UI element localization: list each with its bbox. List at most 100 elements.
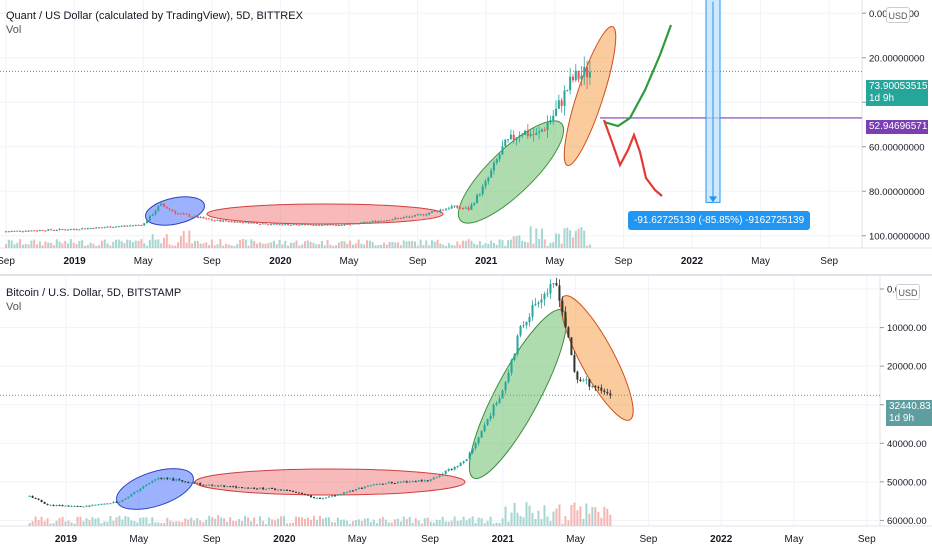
volume-bar bbox=[507, 521, 510, 526]
btc-symbol-title[interactable]: Bitcoin / U.S. Dollar, 5D, BITSTAMP bbox=[6, 287, 182, 299]
volume-bar bbox=[382, 242, 385, 248]
candle-body bbox=[256, 222, 259, 224]
candle-body bbox=[394, 217, 397, 220]
candle-body bbox=[381, 483, 384, 485]
candle-body bbox=[115, 226, 118, 228]
volume-bar bbox=[274, 520, 277, 526]
volume-bar bbox=[131, 242, 134, 248]
volume-bar bbox=[470, 240, 473, 248]
y-tick-label: 60000.00 bbox=[887, 516, 927, 527]
volume-bar bbox=[78, 241, 81, 248]
btc-chart-pane[interactable]: 60000.0050000.0040000.0030000.0020000.00… bbox=[0, 276, 932, 550]
volume-bar bbox=[570, 504, 573, 526]
candle-body bbox=[13, 230, 16, 232]
volume-bar bbox=[81, 240, 84, 248]
volume-bar bbox=[236, 243, 239, 248]
candle-body bbox=[127, 496, 130, 499]
volume-bar bbox=[606, 508, 609, 526]
volume-bar bbox=[540, 519, 543, 526]
volume-bar bbox=[528, 505, 531, 526]
candle-body bbox=[267, 224, 270, 226]
btc-currency-button[interactable]: USD bbox=[896, 284, 920, 300]
volume-bar bbox=[208, 245, 211, 248]
candle-body bbox=[349, 224, 352, 226]
candle-body bbox=[258, 223, 261, 225]
candle-body bbox=[467, 207, 470, 210]
volume-bar bbox=[162, 237, 165, 248]
candle-body bbox=[318, 497, 321, 499]
candle-body bbox=[366, 222, 369, 224]
volume-bar bbox=[329, 244, 332, 248]
candle-body bbox=[402, 481, 405, 483]
volume-bar bbox=[318, 515, 321, 526]
quant-symbol-title[interactable]: Quant / US Dollar (calculated by Trading… bbox=[6, 10, 303, 22]
candle-body bbox=[377, 220, 380, 222]
volume-bar bbox=[115, 239, 118, 248]
x-tick-label: Sep bbox=[421, 534, 439, 545]
volume-bar bbox=[388, 241, 391, 248]
btc-volume-label[interactable]: Vol bbox=[6, 301, 22, 313]
volume-bar bbox=[377, 244, 380, 248]
volume-bar bbox=[380, 244, 383, 248]
volume-bar bbox=[450, 244, 453, 248]
volume-bar bbox=[366, 240, 369, 248]
candle-body bbox=[337, 224, 340, 226]
volume-bar bbox=[507, 240, 510, 248]
candle-body bbox=[594, 386, 597, 388]
volume-bar bbox=[250, 239, 253, 248]
volume-bar bbox=[188, 230, 191, 248]
quant-last-price-tag: 73.90053515 1d 9h bbox=[866, 80, 928, 106]
candle-body bbox=[214, 485, 217, 487]
volume-bar bbox=[275, 244, 278, 248]
volume-bar bbox=[301, 244, 304, 248]
volume-bar bbox=[414, 241, 417, 248]
candle-body bbox=[95, 227, 98, 229]
volume-bar bbox=[253, 517, 256, 526]
candle-body bbox=[130, 494, 133, 497]
volume-bar bbox=[244, 515, 247, 526]
volume-bar bbox=[563, 228, 566, 248]
volume-bar bbox=[165, 234, 168, 248]
volume-bar bbox=[127, 516, 130, 526]
candle-body bbox=[456, 205, 459, 208]
candle-body bbox=[44, 230, 47, 232]
volume-bar bbox=[438, 520, 441, 526]
quant-chart-pane[interactable]: 100.0000000080.0000000060.0000000040.000… bbox=[0, 0, 932, 274]
volume-bar bbox=[569, 230, 572, 248]
candle-body bbox=[188, 214, 191, 217]
volume-bar bbox=[148, 239, 151, 248]
volume-bar bbox=[320, 240, 323, 248]
candle-body bbox=[139, 488, 142, 491]
volume-bar bbox=[315, 519, 318, 526]
candle-body bbox=[471, 448, 474, 453]
candle-body bbox=[191, 216, 194, 218]
volume-bar bbox=[402, 240, 405, 248]
volume-bar bbox=[337, 242, 340, 248]
quant-currency-button[interactable]: USD bbox=[886, 7, 910, 23]
volume-bar bbox=[41, 245, 44, 248]
volume-bar bbox=[262, 520, 265, 526]
volume-bar bbox=[504, 506, 507, 526]
candle-body bbox=[41, 230, 44, 232]
candle-body bbox=[169, 478, 172, 480]
pane-separator[interactable] bbox=[0, 274, 932, 276]
x-tick-label: Sep bbox=[820, 256, 838, 267]
candle-body bbox=[476, 194, 479, 203]
x-tick-label: May bbox=[785, 534, 804, 545]
candle-body bbox=[157, 477, 160, 480]
candle-body bbox=[600, 387, 603, 391]
volume-bar bbox=[369, 522, 372, 526]
volume-bar bbox=[573, 502, 576, 526]
quant-chart-svg[interactable]: 100.0000000080.0000000060.0000000040.000… bbox=[0, 0, 932, 274]
btc-chart-svg[interactable]: 60000.0050000.0040000.0030000.0020000.00… bbox=[0, 276, 932, 550]
candle-body bbox=[507, 372, 510, 382]
volume-bar bbox=[36, 244, 39, 248]
candle-body bbox=[123, 225, 126, 227]
volume-bar bbox=[318, 244, 321, 248]
volume-bar bbox=[118, 515, 121, 526]
candle-body bbox=[67, 229, 70, 231]
volume-bar bbox=[571, 237, 574, 248]
volume-bar bbox=[31, 521, 34, 526]
volume-bar bbox=[72, 242, 75, 248]
quant-volume-label[interactable]: Vol bbox=[6, 24, 22, 36]
